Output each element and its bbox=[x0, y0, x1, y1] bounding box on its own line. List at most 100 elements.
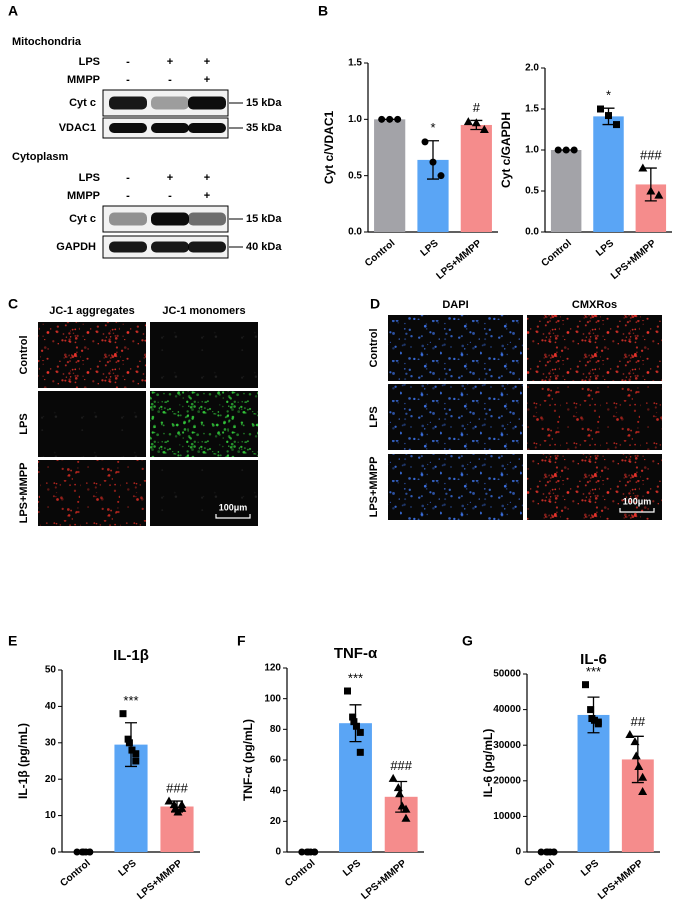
image-row-label: Control bbox=[368, 328, 380, 367]
blot-row-label: MMPP bbox=[67, 74, 100, 86]
data-point bbox=[298, 848, 306, 856]
bar bbox=[550, 150, 582, 232]
band-label: VDAC1 bbox=[59, 122, 96, 134]
scale-bar bbox=[215, 514, 251, 519]
significance: * bbox=[606, 88, 611, 103]
blot-mark: + bbox=[204, 56, 210, 68]
data-point bbox=[125, 739, 133, 747]
data-point bbox=[605, 112, 612, 120]
significance: ### bbox=[166, 780, 188, 795]
y-tick-label: 50 bbox=[45, 665, 57, 676]
data-point bbox=[344, 687, 351, 695]
y-tick-label: 20 bbox=[45, 774, 57, 785]
micrograph bbox=[150, 322, 258, 388]
data-point bbox=[597, 105, 604, 113]
panel-label: C bbox=[8, 296, 18, 312]
y-axis-label: Cyt c/GAPDH bbox=[499, 112, 513, 188]
error-bar bbox=[644, 167, 657, 202]
bar bbox=[460, 124, 492, 232]
data-point bbox=[587, 706, 595, 714]
significance: *** bbox=[123, 693, 138, 708]
blot-mark: - bbox=[168, 74, 172, 86]
image-column-title: JC-1 aggregates bbox=[49, 305, 135, 317]
blot-mark: + bbox=[204, 190, 210, 202]
data-point bbox=[631, 751, 641, 760]
y-axis-label: Cyt c/VDAC1 bbox=[322, 111, 336, 185]
y-tick-label: 0 bbox=[50, 847, 56, 858]
significance: ### bbox=[390, 758, 412, 773]
panel-label: G bbox=[462, 633, 473, 649]
y-tick-label: 0.0 bbox=[348, 227, 362, 238]
blot-band bbox=[188, 212, 226, 226]
scale-bar bbox=[619, 508, 655, 513]
micrograph bbox=[388, 454, 523, 520]
y-tick-label: 0.0 bbox=[525, 227, 539, 238]
image-row-label: LPS bbox=[18, 413, 30, 434]
significance: * bbox=[430, 120, 435, 135]
x-tick-label: LPS+MMPP bbox=[596, 858, 646, 902]
y-tick-label: 80 bbox=[270, 724, 282, 735]
data-point bbox=[550, 848, 558, 856]
y-tick-label: 20000 bbox=[493, 775, 521, 786]
x-tick-label: LPS+MMPP bbox=[359, 858, 409, 902]
data-point bbox=[401, 804, 411, 813]
data-point bbox=[479, 124, 489, 133]
data-point bbox=[395, 789, 405, 798]
image-row-label: LPS+MMPP bbox=[18, 463, 30, 524]
y-tick-label: 30 bbox=[45, 737, 57, 748]
band-size: 35 kDa bbox=[246, 122, 282, 134]
data-point bbox=[119, 710, 127, 718]
blot-section-title: Mitochondria bbox=[12, 36, 82, 48]
scale-bar-label: 100μm bbox=[219, 502, 248, 512]
x-tick-label: LPS+MMPP bbox=[135, 858, 185, 902]
blot-mark: + bbox=[204, 172, 210, 184]
data-point bbox=[356, 728, 364, 736]
error-bar bbox=[587, 696, 600, 734]
blot-band bbox=[151, 96, 189, 110]
blot-row-label: LPS bbox=[79, 172, 100, 184]
y-tick-label: 10000 bbox=[493, 811, 521, 822]
micrograph bbox=[38, 322, 146, 388]
data-point bbox=[646, 186, 656, 195]
data-point bbox=[421, 138, 429, 146]
band-size: 15 kDa bbox=[246, 97, 282, 109]
data-point bbox=[132, 750, 140, 758]
micrograph bbox=[388, 315, 523, 381]
significance: ## bbox=[631, 714, 646, 729]
y-tick-label: 100 bbox=[264, 693, 281, 704]
x-tick-label: Control bbox=[283, 858, 317, 889]
y-tick-label: 10 bbox=[45, 810, 57, 821]
y-tick-label: 0.5 bbox=[525, 186, 539, 197]
y-axis-label: IL-6 (pg/mL) bbox=[481, 729, 495, 798]
image-row-label: Control bbox=[18, 335, 30, 374]
micrograph bbox=[527, 454, 662, 520]
micrograph bbox=[150, 460, 258, 526]
data-point bbox=[437, 172, 445, 180]
band-label: Cyt c bbox=[69, 213, 96, 225]
x-tick-label: LPS bbox=[594, 238, 616, 259]
blot-row-label: MMPP bbox=[67, 190, 100, 202]
band-label: Cyt c bbox=[69, 97, 96, 109]
data-point bbox=[401, 813, 411, 822]
y-tick-label: 20 bbox=[270, 816, 282, 827]
y-tick-label: 120 bbox=[264, 663, 281, 674]
data-point bbox=[132, 757, 140, 765]
panel-label: E bbox=[8, 633, 17, 649]
y-tick-label: 0.5 bbox=[348, 170, 362, 181]
data-point bbox=[463, 117, 473, 126]
blot-band bbox=[188, 96, 226, 110]
x-tick-label: LPS bbox=[419, 238, 441, 259]
blot-section-title: Cytoplasm bbox=[12, 151, 68, 163]
data-point bbox=[349, 713, 357, 721]
y-tick-label: 60 bbox=[270, 755, 282, 766]
band-size: 15 kDa bbox=[246, 213, 282, 225]
x-tick-label: Control bbox=[539, 238, 573, 269]
y-tick-label: 1.5 bbox=[525, 104, 539, 115]
image-column-title: DAPI bbox=[442, 299, 468, 311]
data-point bbox=[613, 121, 620, 129]
blot-mark: - bbox=[126, 56, 130, 68]
data-point bbox=[356, 748, 364, 756]
data-point bbox=[73, 848, 81, 856]
micrograph bbox=[527, 384, 662, 450]
x-tick-label: Control bbox=[363, 238, 397, 269]
